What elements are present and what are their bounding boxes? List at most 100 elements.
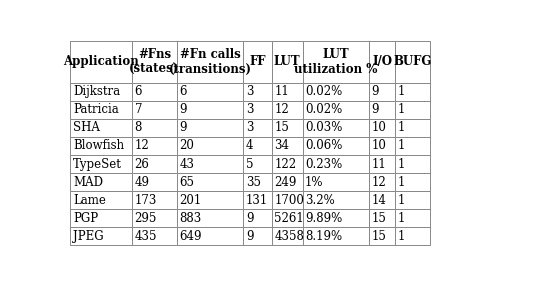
- Bar: [396, 209, 430, 227]
- Bar: [243, 191, 272, 209]
- Bar: [70, 83, 132, 101]
- Text: 4: 4: [246, 140, 253, 152]
- Text: #Fn calls
(transitions): #Fn calls (transitions): [169, 48, 251, 76]
- Text: 1: 1: [398, 176, 405, 188]
- Bar: [396, 191, 430, 209]
- Bar: [302, 209, 369, 227]
- Bar: [396, 119, 430, 137]
- Text: 0.23%: 0.23%: [305, 158, 343, 170]
- Text: 9: 9: [371, 85, 379, 98]
- Bar: [272, 119, 302, 137]
- Bar: [132, 191, 177, 209]
- Text: 883: 883: [179, 212, 202, 225]
- Text: 131: 131: [246, 194, 268, 207]
- Text: 14: 14: [371, 194, 386, 207]
- Bar: [132, 119, 177, 137]
- Bar: [369, 155, 396, 173]
- Bar: [302, 173, 369, 191]
- Text: 1: 1: [398, 158, 405, 170]
- Text: PGP: PGP: [73, 212, 98, 225]
- Bar: [243, 137, 272, 155]
- Text: Patricia: Patricia: [73, 103, 119, 116]
- Bar: [132, 209, 177, 227]
- Bar: [369, 41, 396, 83]
- Bar: [177, 173, 243, 191]
- Text: 6: 6: [134, 85, 142, 98]
- Text: 1: 1: [398, 230, 405, 243]
- Bar: [243, 173, 272, 191]
- Bar: [272, 155, 302, 173]
- Text: 34: 34: [274, 140, 289, 152]
- Bar: [369, 137, 396, 155]
- Text: 3: 3: [246, 85, 253, 98]
- Text: FF: FF: [249, 55, 266, 68]
- Text: 1%: 1%: [305, 176, 324, 188]
- Text: LUT
utilization %: LUT utilization %: [294, 48, 377, 76]
- Text: 15: 15: [371, 212, 386, 225]
- Text: 65: 65: [179, 176, 195, 188]
- Bar: [272, 191, 302, 209]
- Bar: [272, 227, 302, 245]
- Bar: [70, 41, 132, 83]
- Bar: [396, 41, 430, 83]
- Text: 3: 3: [246, 103, 253, 116]
- Bar: [70, 137, 132, 155]
- Bar: [177, 83, 243, 101]
- Bar: [272, 41, 302, 83]
- Text: 649: 649: [179, 230, 202, 243]
- Text: #Fns
(states): #Fns (states): [130, 48, 179, 76]
- Bar: [302, 119, 369, 137]
- Text: 1: 1: [398, 140, 405, 152]
- Text: 9: 9: [246, 212, 253, 225]
- Bar: [302, 191, 369, 209]
- Text: 201: 201: [179, 194, 202, 207]
- Text: 1: 1: [398, 85, 405, 98]
- Bar: [302, 155, 369, 173]
- Text: 9: 9: [371, 103, 379, 116]
- Bar: [272, 83, 302, 101]
- Bar: [302, 101, 369, 119]
- Text: 10: 10: [371, 140, 386, 152]
- Text: 11: 11: [274, 85, 289, 98]
- Text: 6: 6: [179, 85, 187, 98]
- Bar: [302, 137, 369, 155]
- Bar: [272, 173, 302, 191]
- Bar: [70, 209, 132, 227]
- Bar: [369, 83, 396, 101]
- Text: 3.2%: 3.2%: [305, 194, 335, 207]
- Bar: [369, 191, 396, 209]
- Text: 249: 249: [274, 176, 297, 188]
- Text: 9: 9: [179, 122, 187, 134]
- Text: 11: 11: [371, 158, 386, 170]
- Text: 5: 5: [246, 158, 253, 170]
- Bar: [369, 209, 396, 227]
- Bar: [177, 137, 243, 155]
- Bar: [177, 101, 243, 119]
- Text: 3: 3: [246, 122, 253, 134]
- Bar: [132, 83, 177, 101]
- Text: 20: 20: [179, 140, 195, 152]
- Bar: [70, 101, 132, 119]
- Text: 0.03%: 0.03%: [305, 122, 343, 134]
- Bar: [396, 155, 430, 173]
- Text: 12: 12: [371, 176, 386, 188]
- Text: 15: 15: [274, 122, 289, 134]
- Text: 0.06%: 0.06%: [305, 140, 343, 152]
- Bar: [396, 83, 430, 101]
- Bar: [177, 119, 243, 137]
- Text: 1: 1: [398, 122, 405, 134]
- Text: 9.89%: 9.89%: [305, 212, 343, 225]
- Text: Dijkstra: Dijkstra: [73, 85, 120, 98]
- Text: Blowfish: Blowfish: [73, 140, 124, 152]
- Text: 0.02%: 0.02%: [305, 103, 343, 116]
- Bar: [272, 101, 302, 119]
- Text: Lame: Lame: [73, 194, 106, 207]
- Text: LUT: LUT: [274, 55, 300, 68]
- Text: 1: 1: [398, 103, 405, 116]
- Bar: [243, 227, 272, 245]
- Text: 435: 435: [134, 230, 157, 243]
- Bar: [369, 173, 396, 191]
- Bar: [243, 83, 272, 101]
- Bar: [243, 155, 272, 173]
- Text: 43: 43: [179, 158, 195, 170]
